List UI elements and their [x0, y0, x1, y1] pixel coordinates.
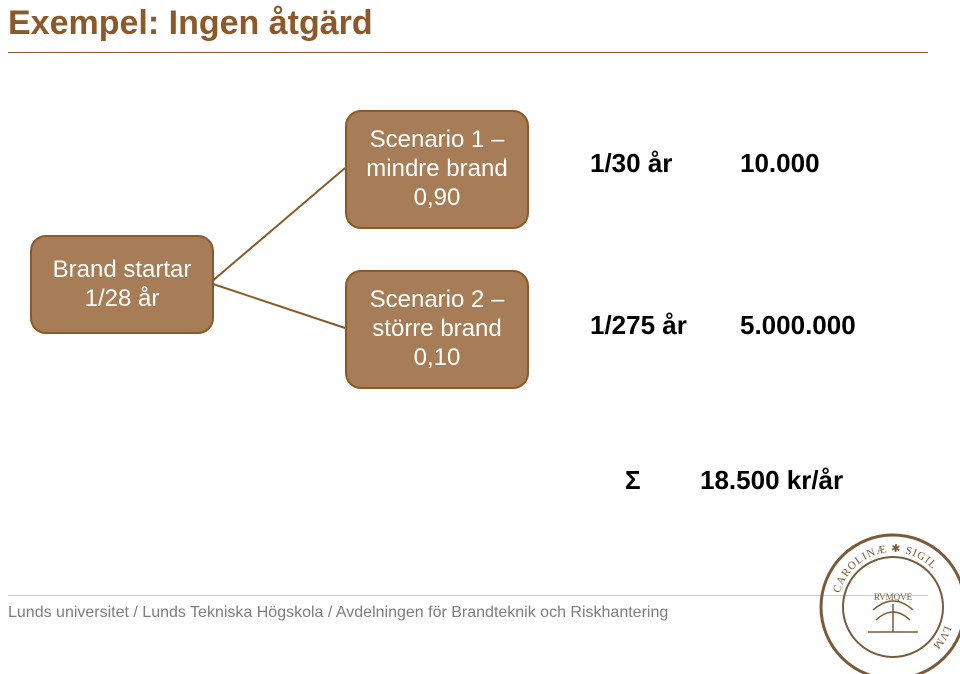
footer-divider [8, 595, 928, 596]
s2-cost: 5.000.000 [740, 310, 856, 341]
root-node: Brand startar 1/28 år [30, 235, 214, 334]
s1-rate: 1/30 år [590, 148, 672, 179]
s1-cost: 10.000 [740, 148, 820, 179]
branch-line-1 [210, 168, 345, 283]
page-title: Exempel: Ingen åtgärd [8, 4, 373, 43]
svg-text:LVM: LVM [930, 624, 953, 651]
s2-rate: 1/275 år [590, 310, 687, 341]
scenario2-line2: större brand [372, 315, 501, 344]
branch-line-2 [210, 283, 345, 328]
university-seal-icon: CAROLINÆ ✱ SIGIL LVM RVMQVE [818, 532, 960, 674]
root-line2: 1/28 år [85, 285, 160, 314]
scenario2-line1: Scenario 2 – [370, 286, 505, 315]
scenario1-node: Scenario 1 – mindre brand 0,90 [345, 110, 529, 229]
title-text: Exempel: Ingen åtgärd [8, 4, 373, 42]
scenario1-line3: 0,90 [414, 184, 461, 213]
root-line1: Brand startar [53, 256, 192, 285]
scenario1-line1: Scenario 1 – [370, 126, 505, 155]
scenario2-line3: 0,10 [414, 344, 461, 373]
title-underline [8, 52, 928, 53]
scenario1-line2: mindre brand [366, 155, 507, 184]
footer-text: Lunds universitet / Lunds Tekniska Högsk… [8, 604, 668, 622]
seal-right-text: LVM [930, 624, 953, 651]
sum-symbol: Σ [625, 465, 641, 496]
scenario2-node: Scenario 2 – större brand 0,10 [345, 270, 529, 389]
sum-value: 18.500 kr/år [700, 465, 843, 496]
